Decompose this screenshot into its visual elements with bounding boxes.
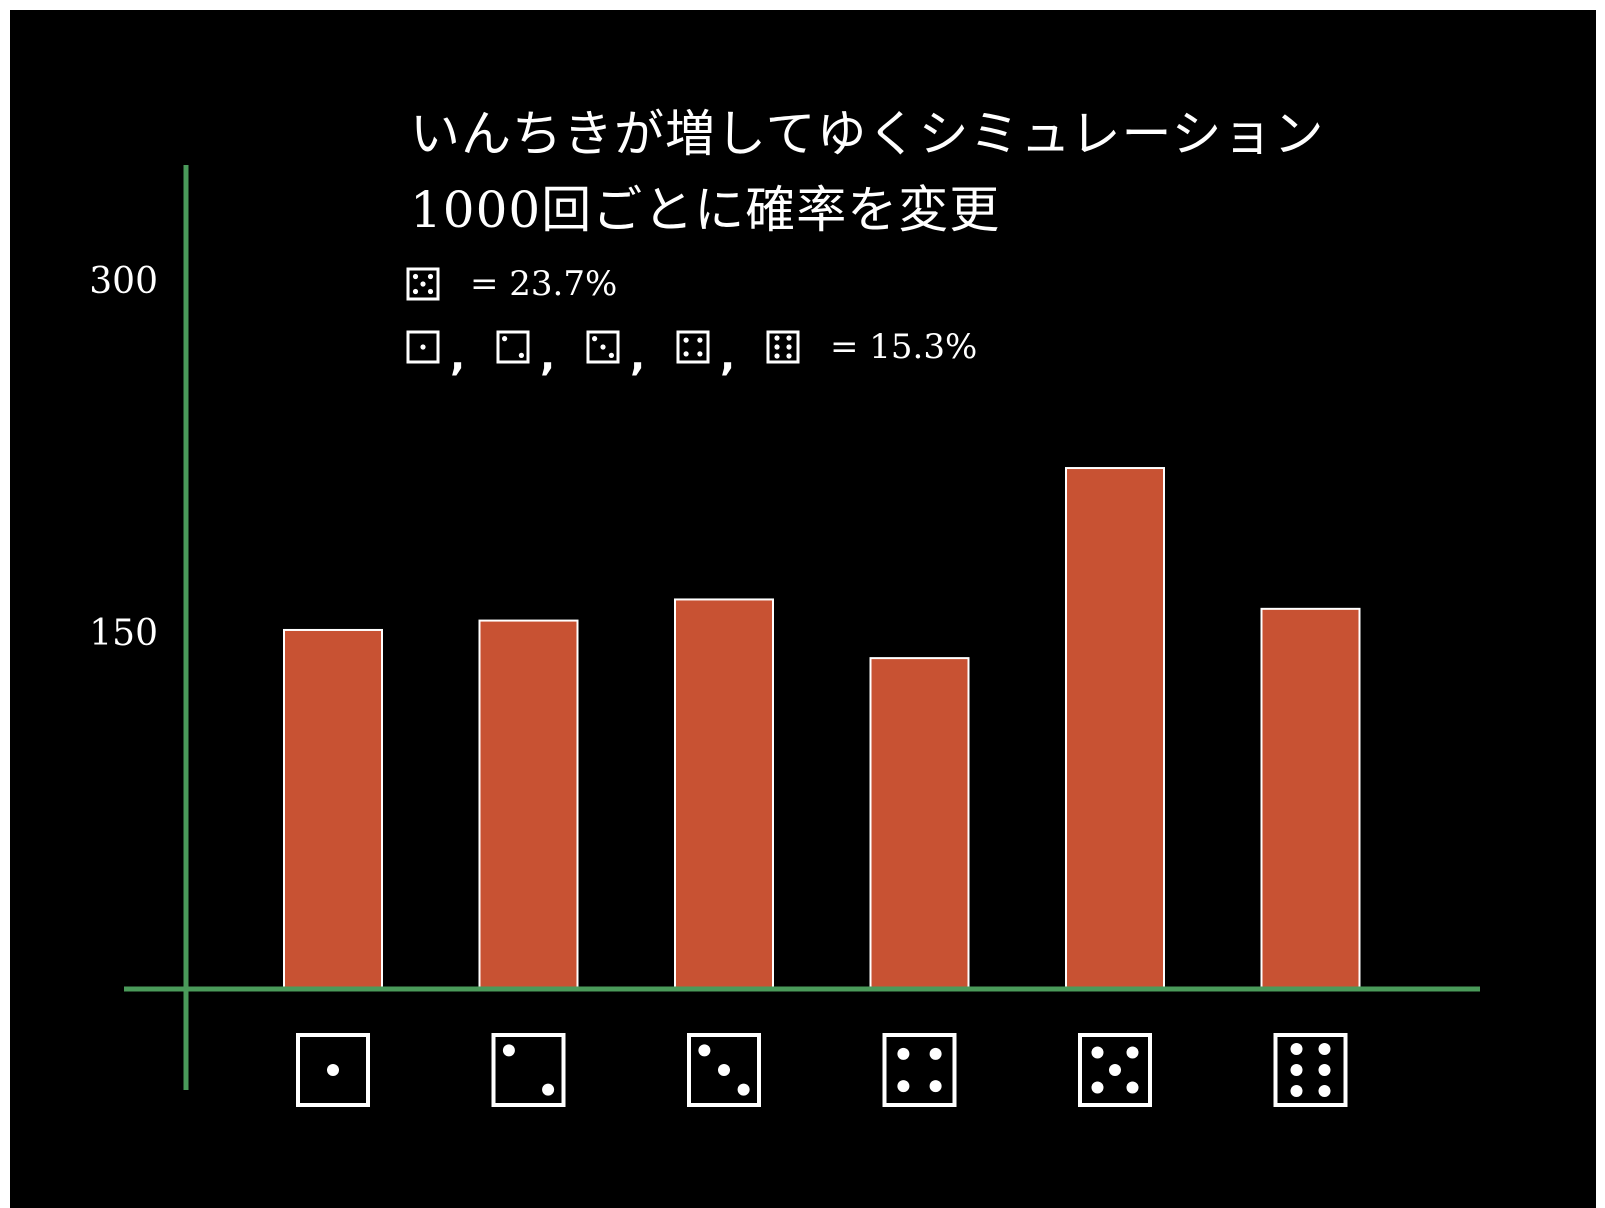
die-face-4-icon xyxy=(676,330,710,364)
die-face-1-icon xyxy=(406,330,440,364)
probability-row-boosted: = 23.7% xyxy=(406,264,617,304)
separator-comma: , xyxy=(450,334,466,380)
probability-row-normal: ,,,, = 15.3% xyxy=(406,324,978,380)
bar-2 xyxy=(478,619,579,990)
bar-1 xyxy=(283,628,383,991)
die-face-5-icon xyxy=(406,267,440,301)
chart-screen: いんちきが増してゆくシミュレーション 1000回ごとに確率を変更 = 23.7%… xyxy=(10,10,1596,1208)
separator-comma: , xyxy=(630,334,646,380)
y-tick-label-300: 300 xyxy=(89,261,158,302)
die-face-6-icon xyxy=(1273,1033,1348,1107)
bar-6 xyxy=(1260,607,1361,991)
probability-value: = 15.3% xyxy=(830,327,978,367)
bar-3 xyxy=(674,598,774,990)
die-face-6-icon xyxy=(766,330,800,364)
die-face-3-icon xyxy=(586,330,620,364)
probability-value: = 23.7% xyxy=(470,264,618,304)
separator-comma: , xyxy=(720,334,736,380)
die-face-2-icon xyxy=(496,330,530,364)
die-face-3-icon xyxy=(687,1033,761,1107)
bar-5 xyxy=(1065,467,1165,991)
die-face-1-icon xyxy=(296,1033,370,1107)
bars-layer xyxy=(283,467,1361,991)
chart-title: いんちきが増してゆくシミュレーション xyxy=(410,105,1325,163)
y-tick-label-150: 150 xyxy=(89,613,158,654)
axes-layer xyxy=(124,165,1480,1090)
separator-comma: , xyxy=(540,334,556,380)
x-axis-die-icons xyxy=(296,1033,1348,1107)
die-face-2-icon xyxy=(491,1033,566,1107)
die-face-4-icon xyxy=(882,1033,957,1107)
bar-4 xyxy=(869,657,970,990)
bar-chart xyxy=(124,165,1480,1107)
chart-subtitle: 1000回ごとに確率を変更 xyxy=(410,181,1001,239)
die-face-5-icon xyxy=(1078,1033,1152,1107)
